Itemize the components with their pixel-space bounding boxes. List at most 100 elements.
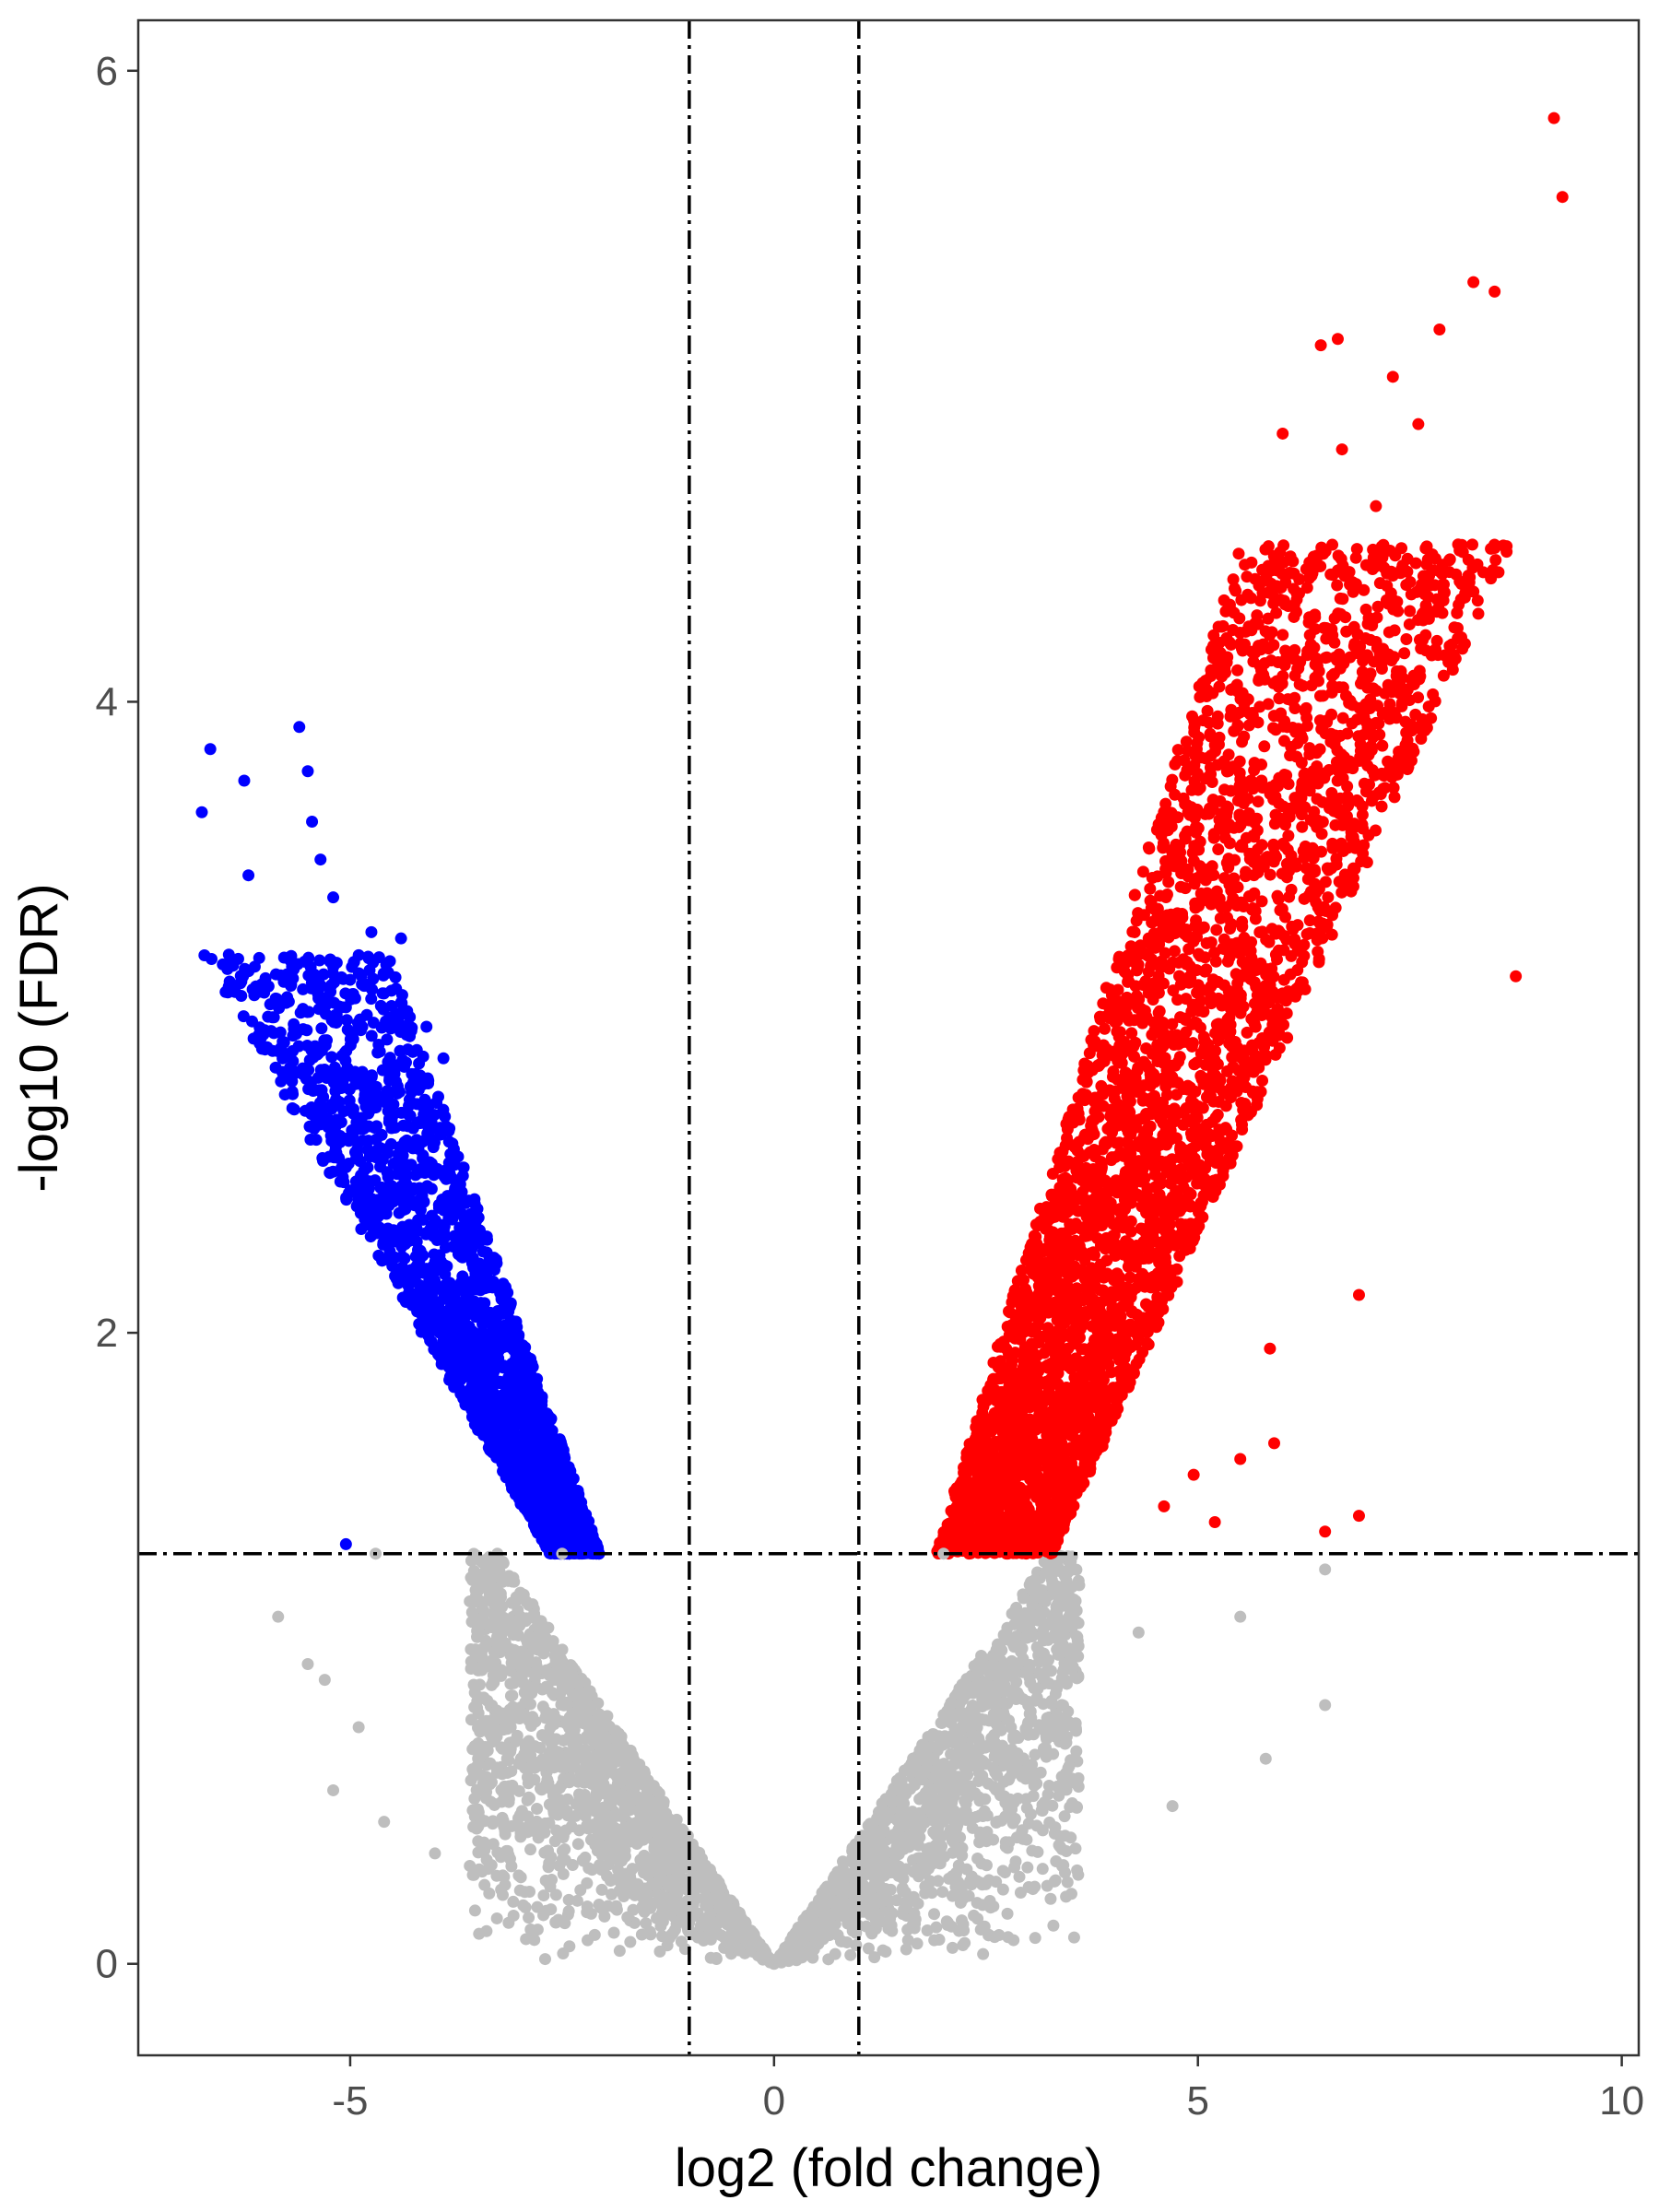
nonsignificant-point	[613, 1945, 626, 1958]
nonsignificant-point	[582, 1934, 594, 1947]
nonsignificant-point	[490, 1912, 503, 1924]
down-point	[524, 1412, 536, 1425]
nonsignificant-point	[936, 1886, 949, 1899]
nonsignificant-point	[918, 1767, 931, 1780]
nonsignificant-point	[886, 1795, 899, 1808]
nonsignificant-point	[568, 1745, 581, 1758]
nonsignificant-point	[957, 1939, 970, 1952]
nonsignificant-point	[588, 1714, 601, 1727]
nonsignificant-point	[464, 1859, 477, 1872]
nonsignificant-point	[535, 1729, 548, 1742]
nonsignificant-point	[1049, 1874, 1062, 1887]
nonsignificant-point	[1040, 1730, 1053, 1743]
nonsignificant-point	[1058, 1810, 1071, 1823]
nonsignificant-point	[879, 1894, 892, 1907]
nonsignificant-point	[1059, 1592, 1072, 1605]
nonsignificant-point	[672, 1898, 685, 1911]
nonsignificant-point	[972, 1766, 985, 1779]
nonsignificant-point	[473, 1554, 486, 1567]
nonsignificant-point	[739, 1934, 752, 1947]
nonsignificant-point	[1037, 1647, 1050, 1660]
nonsignificant-point	[1065, 1772, 1078, 1785]
nonsignificant-point	[1043, 1816, 1056, 1829]
nonsignificant-point	[1065, 1888, 1077, 1900]
nonsignificant-point	[724, 1904, 737, 1917]
nonsignificant-point	[1020, 1623, 1033, 1636]
nonsignificant-point	[644, 1928, 657, 1941]
nonsignificant-point	[593, 1899, 606, 1912]
down-point	[359, 1100, 372, 1113]
nonsignificant-point	[1029, 1748, 1041, 1761]
nonsignificant-point	[892, 1848, 905, 1861]
nonsignificant-point	[500, 1752, 513, 1765]
nonsignificant-point	[571, 1894, 583, 1907]
down-point	[321, 1071, 334, 1084]
nonsignificant-point	[639, 1767, 652, 1780]
down-point	[277, 951, 290, 964]
nonsignificant-point	[593, 1780, 606, 1793]
nonsignificant-point	[1047, 1919, 1060, 1932]
nonsignificant-point	[830, 1870, 842, 1883]
nonsignificant-point	[877, 1843, 890, 1856]
nonsignificant-point	[465, 1774, 477, 1787]
nonsignificant-point	[496, 1556, 509, 1569]
nonsignificant-point	[946, 1794, 959, 1806]
nonsignificant-point	[473, 1810, 486, 1823]
nonsignificant-point	[638, 1866, 651, 1879]
nonsignificant-point	[699, 1859, 712, 1872]
down-point	[491, 1305, 504, 1318]
nonsignificant-point	[489, 1594, 502, 1606]
down-point	[512, 1341, 524, 1354]
nonsignificant-point	[503, 1571, 516, 1584]
nonsignificant-point	[562, 1905, 575, 1918]
nonsignificant-point	[510, 1594, 523, 1606]
nonsignificant-point	[592, 1815, 605, 1828]
nonsignificant-point	[1057, 1728, 1070, 1741]
nonsignificant-point	[524, 1886, 536, 1899]
nonsignificant-point	[543, 1798, 556, 1811]
nonsignificant-point	[618, 1821, 630, 1834]
nonsignificant-point	[1008, 1606, 1021, 1618]
nonsignificant-point	[654, 1889, 667, 1902]
down-point	[482, 1263, 495, 1276]
nonsignificant-point	[476, 1612, 488, 1625]
nonsignificant-point	[1041, 1748, 1054, 1761]
nonsignificant-point	[995, 1644, 1008, 1657]
nonsignificant-point	[571, 1688, 583, 1700]
nonsignificant-point	[1036, 1863, 1049, 1876]
down-point	[316, 1152, 329, 1165]
nonsignificant-point	[909, 1915, 922, 1928]
nonsignificant-point	[470, 1589, 483, 1602]
down-point	[451, 1347, 464, 1360]
down-point	[446, 1241, 459, 1253]
down-point	[395, 1250, 408, 1263]
nonsignificant-point	[888, 1865, 900, 1878]
nonsignificant-point	[1003, 1747, 1016, 1760]
nonsignificant-point	[922, 1880, 935, 1893]
nonsignificant-point	[625, 1757, 638, 1770]
nonsignificant-point	[900, 1943, 912, 1956]
nonsignificant-point	[554, 1795, 567, 1808]
nonsignificant-point	[1006, 1758, 1019, 1771]
nonsignificant-point	[869, 1923, 882, 1936]
nonsignificant-point	[924, 1793, 937, 1806]
nonsignificant-point	[553, 1859, 566, 1872]
nonsignificant-point	[646, 1878, 659, 1891]
nonsignificant-point	[475, 1661, 488, 1674]
nonsignificant-point	[591, 1751, 604, 1764]
down-point	[276, 1052, 289, 1065]
nonsignificant-point	[1033, 1609, 1046, 1622]
nonsignificant-point	[611, 1809, 624, 1822]
nonsignificant-point	[1060, 1645, 1073, 1658]
nonsignificant-point	[890, 1894, 903, 1907]
nonsignificant-point	[480, 1785, 493, 1798]
nonsignificant-point	[1067, 1931, 1080, 1944]
nonsignificant-point	[949, 1758, 962, 1771]
nonsignificant-point	[1057, 1664, 1070, 1677]
nonsignificant-point	[999, 1836, 1012, 1849]
down-point	[387, 1224, 400, 1237]
nonsignificant-point	[780, 1943, 793, 1956]
down-point	[286, 960, 299, 973]
nonsignificant-point	[1062, 1761, 1075, 1774]
